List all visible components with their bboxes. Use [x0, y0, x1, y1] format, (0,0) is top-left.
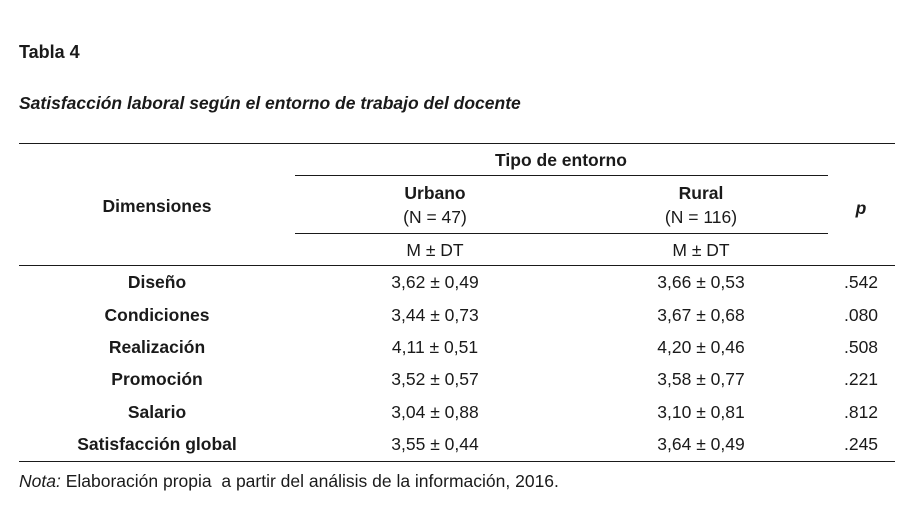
column-n-urbano: (N = 47): [403, 207, 467, 227]
row-rural: 4,20 ± 0,46: [657, 337, 745, 357]
row-urbano: 3,44 ± 0,73: [391, 305, 479, 325]
row-p: .221: [843, 369, 879, 389]
row-header: Dimensiones: [102, 196, 212, 216]
row-dimension: Condiciones: [104, 305, 210, 325]
table-bottom-rule: [19, 461, 895, 462]
row-p: .812: [843, 402, 879, 422]
p-header: p: [855, 198, 867, 218]
column-header-rule: [295, 233, 828, 234]
row-urbano: 3,04 ± 0,88: [391, 402, 479, 422]
row-rural: 3,64 ± 0,49: [657, 434, 745, 454]
note-label: Nota:: [19, 471, 61, 491]
row-dimension: Satisfacción global: [77, 434, 237, 454]
row-urbano: 3,52 ± 0,57: [391, 369, 479, 389]
table-number: Tabla 4: [19, 42, 80, 62]
row-dimension: Salario: [127, 402, 187, 422]
row-p: .542: [843, 272, 879, 292]
column-header-rural: Rural: [678, 183, 724, 203]
row-p: .245: [843, 434, 879, 454]
row-urbano: 3,55 ± 0,44: [391, 434, 479, 454]
group-header-rule: [295, 175, 828, 176]
row-rural: 3,67 ± 0,68: [657, 305, 745, 325]
row-rural: 3,66 ± 0,53: [657, 272, 745, 292]
column-stat-rural: M ± DT: [672, 240, 730, 260]
table-note: Nota: Elaboración propia a partir del an…: [19, 471, 559, 492]
group-header: Tipo de entorno: [495, 150, 627, 170]
row-dimension: Promoción: [111, 369, 203, 389]
note-text: Elaboración propia a partir del análisis…: [60, 471, 559, 491]
row-urbano: 3,62 ± 0,49: [391, 272, 479, 292]
table-title: Satisfacción laboral según el entorno de…: [19, 93, 521, 113]
row-dimension: Diseño: [127, 272, 187, 292]
row-urbano: 4,11 ± 0,51: [391, 337, 479, 357]
column-stat-urbano: M ± DT: [406, 240, 464, 260]
row-rural: 3,10 ± 0,81: [657, 402, 745, 422]
row-dimension: Realización: [108, 337, 206, 357]
row-p: .508: [843, 337, 879, 357]
column-n-rural: (N = 116): [664, 207, 738, 227]
column-header-urbano: Urbano: [404, 183, 466, 203]
row-p: .080: [843, 305, 879, 325]
header-bottom-rule: [19, 265, 895, 266]
table-top-rule: [19, 143, 895, 144]
row-rural: 3,58 ± 0,77: [657, 369, 745, 389]
